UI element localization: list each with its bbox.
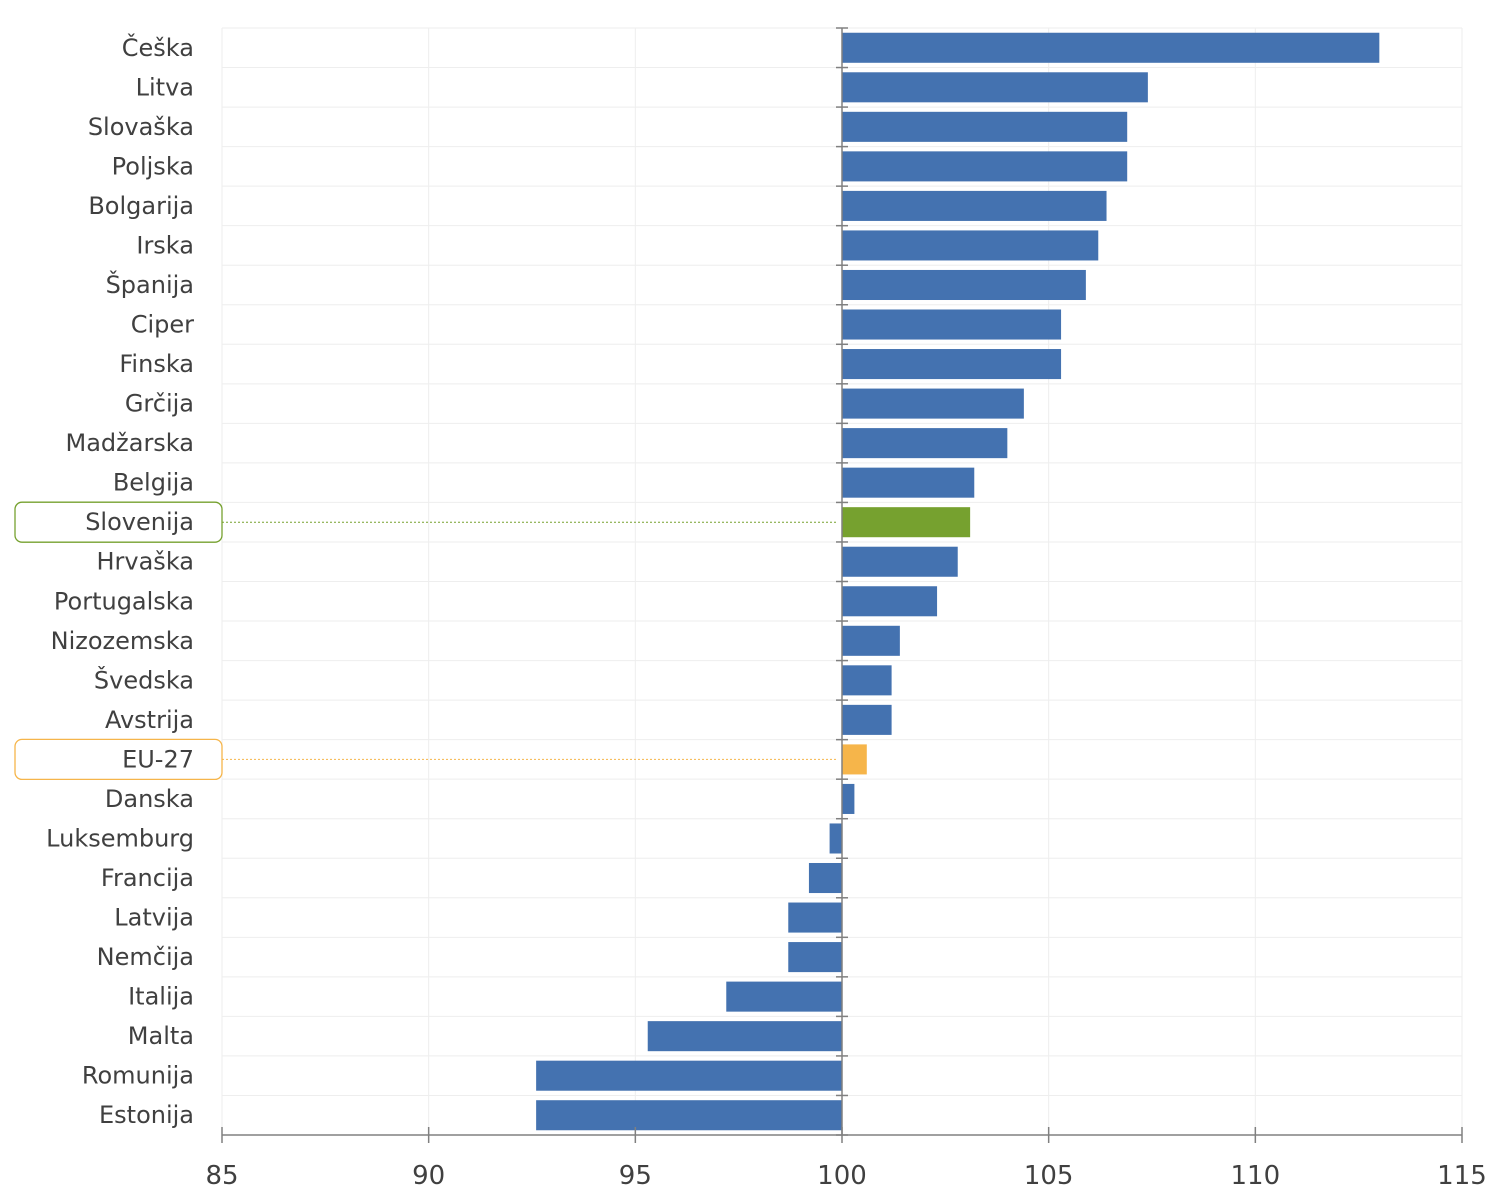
bar xyxy=(842,269,1086,301)
category-label: Španija xyxy=(106,269,194,299)
bar xyxy=(842,72,1148,103)
category-label: Hrvaška xyxy=(96,548,194,576)
tick-labels: 85 90 95 100 105 110 115 xyxy=(205,1161,1486,1191)
x-tick-label: 115 xyxy=(1437,1161,1487,1191)
x-tick-label: 100 xyxy=(817,1161,867,1191)
bar xyxy=(842,151,1128,182)
bar xyxy=(842,111,1128,142)
x-tick-label: 90 xyxy=(412,1161,445,1191)
bar xyxy=(842,467,975,498)
category-label: Švedska xyxy=(94,664,194,694)
bars xyxy=(536,32,1380,1131)
bar xyxy=(842,507,971,538)
category-labels: Češka Litva Slovaška Poljska Bolgarija Irska Š… xyxy=(14,32,838,1129)
bar xyxy=(726,981,842,1012)
category-label: Nizozemska xyxy=(51,627,194,655)
bar xyxy=(842,230,1099,261)
x-tick-label: 85 xyxy=(205,1161,238,1191)
category-label: Grčija xyxy=(125,390,194,418)
category-label: Latvija xyxy=(114,904,194,932)
category-label: Portugalska xyxy=(54,587,194,615)
category-label: EU-27 xyxy=(122,745,194,773)
category-label: Malta xyxy=(128,1022,194,1050)
category-label: Luksemburg xyxy=(46,824,194,852)
category-label: Belgija xyxy=(113,469,194,497)
bar xyxy=(842,428,1008,459)
bar xyxy=(536,1100,842,1131)
bar xyxy=(842,586,938,617)
bar xyxy=(842,32,1380,63)
bar xyxy=(842,783,855,814)
category-label: Poljska xyxy=(112,152,194,180)
bar xyxy=(842,388,1024,419)
category-label: Bolgarija xyxy=(88,192,194,220)
category-label: Madžarska xyxy=(65,429,194,457)
category-label: Danska xyxy=(105,785,194,813)
category-label: Romunija xyxy=(82,1062,194,1090)
bar xyxy=(788,902,842,933)
value-axis xyxy=(221,27,1463,1143)
category-label: Estonija xyxy=(99,1101,194,1129)
bar xyxy=(536,1060,842,1091)
x-tick-label: 105 xyxy=(1024,1161,1074,1191)
bar xyxy=(842,546,958,577)
bar xyxy=(842,704,892,735)
category-label: Francija xyxy=(101,864,194,892)
category-label: Slovaška xyxy=(88,113,194,141)
x-tick-label: 110 xyxy=(1231,1161,1281,1191)
bar xyxy=(842,625,900,656)
category-label: Avstrija xyxy=(105,706,194,734)
category-label: Litva xyxy=(136,73,194,101)
bar xyxy=(808,862,842,894)
bar xyxy=(842,744,867,775)
category-label: Slovenija xyxy=(85,508,194,536)
bar xyxy=(647,1021,842,1052)
bar xyxy=(842,665,892,696)
bar xyxy=(842,309,1062,340)
category-label: Irska xyxy=(136,231,194,259)
category-label: Ciper xyxy=(131,311,194,339)
x-tick-label: 95 xyxy=(619,1161,652,1191)
category-label: Italija xyxy=(128,983,194,1011)
category-label: Nemčija xyxy=(97,943,194,971)
bar xyxy=(788,942,842,973)
category-label: Finska xyxy=(119,350,194,378)
bar xyxy=(842,190,1107,221)
category-label: Češka xyxy=(122,32,194,62)
bar xyxy=(829,823,842,854)
bar xyxy=(842,349,1062,380)
